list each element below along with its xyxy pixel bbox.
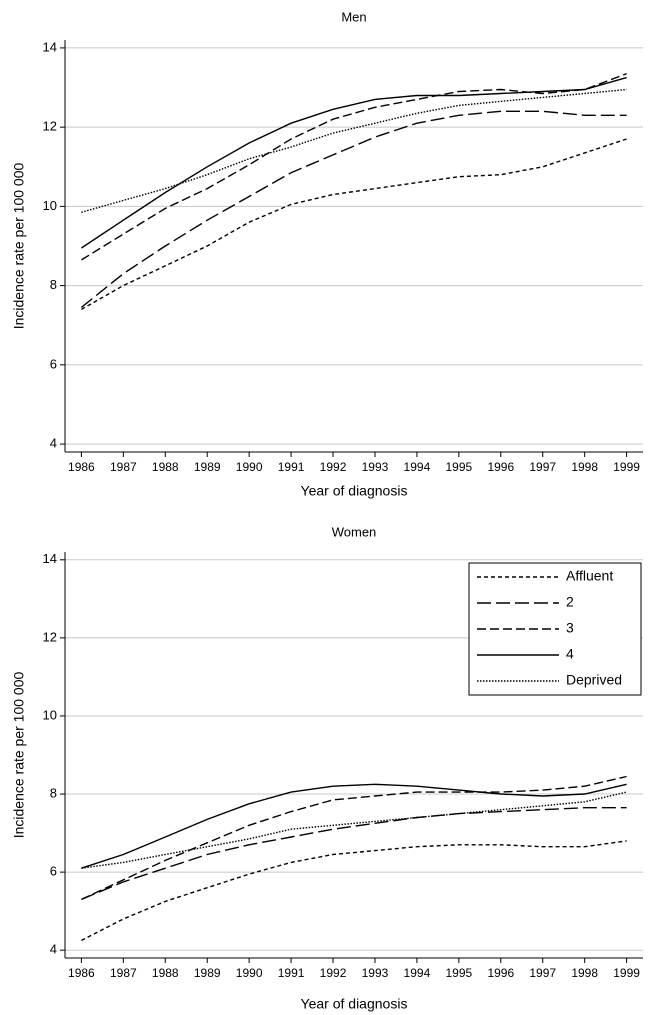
x-tick-label: 1988 (152, 460, 179, 474)
y-tick-label: 12 (43, 629, 57, 644)
series-line (81, 73, 627, 261)
y-tick-label: 4 (50, 436, 57, 451)
x-tick-label: 1992 (320, 460, 347, 474)
x-axis-label: Year of diagnosis (301, 996, 408, 1012)
series-line (81, 138, 627, 311)
x-tick-label: 1989 (194, 966, 221, 980)
y-tick-label: 10 (43, 198, 57, 213)
x-tick-label: 1991 (278, 460, 305, 474)
x-tick-label: 1996 (487, 460, 514, 474)
y-tick-label: 14 (43, 551, 57, 566)
y-tick-label: 6 (50, 356, 57, 371)
x-tick-label: 1997 (529, 460, 556, 474)
x-tick-label: 1993 (362, 966, 389, 980)
x-tick-label: 1986 (68, 966, 95, 980)
legend-label: 3 (566, 620, 574, 636)
series-line (81, 791, 627, 869)
y-tick-label: 12 (43, 119, 57, 134)
x-tick-label: 1994 (404, 460, 431, 474)
chart-title: Men (341, 9, 366, 24)
x-tick-label: 1987 (110, 966, 137, 980)
y-tick-label: 10 (43, 707, 57, 722)
x-tick-label: 1998 (571, 460, 598, 474)
x-axis-label: Year of diagnosis (301, 483, 408, 499)
x-tick-label: 1990 (236, 460, 263, 474)
x-tick-label: 1995 (445, 460, 472, 474)
legend-label: Deprived (566, 672, 622, 688)
y-tick-label: 8 (50, 785, 57, 800)
x-tick-label: 1999 (613, 966, 640, 980)
series-line (81, 88, 627, 213)
series-line (81, 783, 627, 869)
x-tick-label: 1993 (362, 460, 389, 474)
series-line (81, 807, 627, 901)
series-line (81, 840, 627, 942)
x-tick-label: 1997 (529, 966, 556, 980)
y-tick-label: 8 (50, 277, 57, 292)
x-tick-label: 1991 (278, 966, 305, 980)
y-axis-label: Incidence rate per 100 000 (11, 672, 27, 839)
series-line (81, 775, 627, 901)
x-tick-label: 1987 (110, 460, 137, 474)
x-tick-label: 1998 (571, 966, 598, 980)
x-tick-label: 1994 (404, 966, 431, 980)
legend-label: Affluent (566, 568, 613, 584)
y-tick-label: 4 (50, 942, 57, 957)
series-line (80, 110, 627, 308)
legend-label: 4 (566, 646, 574, 662)
chart-title: Women (332, 524, 377, 539)
x-tick-label: 1995 (445, 966, 472, 980)
y-axis-label: Incidence rate per 100 000 (11, 163, 27, 330)
series-line (81, 76, 627, 249)
x-tick-label: 1986 (68, 460, 95, 474)
x-tick-label: 1990 (236, 966, 263, 980)
x-tick-label: 1999 (613, 460, 640, 474)
x-tick-label: 1988 (152, 966, 179, 980)
x-tick-label: 1989 (194, 460, 221, 474)
legend-label: 2 (566, 594, 574, 610)
y-tick-label: 14 (43, 39, 57, 54)
y-tick-label: 6 (50, 864, 57, 879)
x-tick-label: 1996 (487, 966, 514, 980)
x-tick-label: 1992 (320, 966, 347, 980)
